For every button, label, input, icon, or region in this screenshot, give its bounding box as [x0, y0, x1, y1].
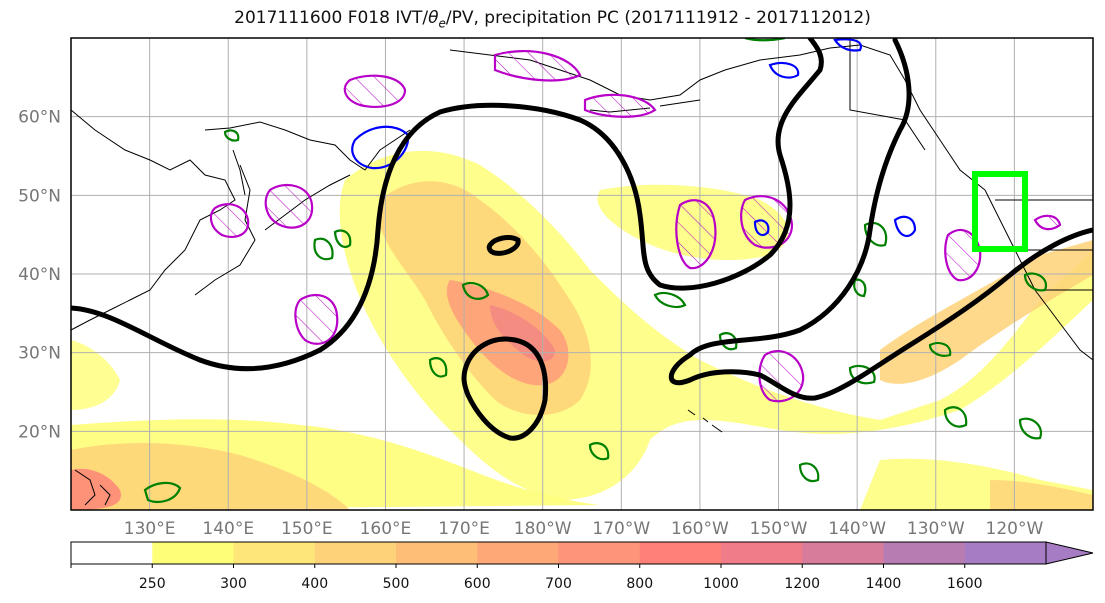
colorbar-tick-label: 300 [220, 576, 247, 592]
ivt-band-peak [490, 305, 555, 362]
green-contour [943, 406, 968, 428]
green-contour [848, 364, 876, 385]
lon-tick-label: 130°W [907, 519, 965, 539]
colorbar-segment [639, 542, 722, 564]
japan-coastline [194, 164, 256, 296]
pv-contour [1033, 214, 1062, 231]
theta-e-contour-main [71, 38, 824, 372]
pv-contour [209, 203, 250, 238]
colorbar-tick-label: 600 [464, 576, 491, 592]
theta-e-small-contour [486, 235, 521, 256]
lon-tick-label: 130°E [124, 519, 176, 539]
lon-tick-label: 140°E [202, 519, 254, 539]
theta-e-closed-contour [461, 336, 549, 441]
pv-contour [675, 199, 717, 270]
north-america-coastline [984, 189, 1093, 361]
lat-tick-label: 40°N [18, 265, 61, 285]
colorbar: 250 300 400 500 600 700 800 1000 1200 1400 1600 [70, 541, 1094, 592]
theta-e-contour-east [668, 38, 1093, 401]
blue-contour [768, 61, 800, 79]
colorbar-tick-label: 400 [301, 576, 328, 592]
blue-contour [753, 219, 770, 236]
colorbar-segment [964, 542, 1047, 564]
colorbar-tick-label: 1000 [703, 576, 739, 592]
colorbar-tick-label: 500 [383, 576, 410, 592]
colorbar-tick-label: 800 [626, 576, 653, 592]
ivt-tropical-core [71, 443, 350, 510]
colorbar-tick-label: 1400 [866, 576, 902, 592]
colorbar-tick-label: 250 [139, 576, 166, 592]
blue-contour [893, 215, 917, 238]
lat-tick-label: 30°N [18, 344, 61, 364]
lon-tick-label: 150°W [750, 519, 808, 539]
green-contour [143, 481, 182, 504]
green-contour [853, 278, 867, 298]
green-contour [653, 291, 687, 309]
philippines-coastline [74, 469, 111, 506]
lat-tick-label: 50°N [18, 186, 61, 206]
lon-tick-label: 160°E [360, 519, 412, 539]
green-contour [313, 237, 334, 261]
lon-tick-label: 180°W [514, 519, 572, 539]
theta-e-contours [71, 38, 1093, 441]
ivt-philippines-max [71, 468, 121, 510]
latitude-labels: 60°N 50°N 40°N 30°N 20°N [18, 108, 61, 443]
pv-contour [264, 183, 314, 229]
colorbar-segment [152, 542, 234, 564]
pv-contour [493, 50, 582, 82]
green-contour [798, 462, 820, 483]
colorbar-segment [396, 542, 478, 564]
colorbar-segment [477, 542, 559, 564]
hawaii-islands [687, 409, 723, 433]
lon-tick-label: 140°W [828, 519, 886, 539]
colorbar-segment [802, 542, 884, 564]
lon-tick-label: 150°E [281, 519, 333, 539]
grid-lines [71, 38, 1093, 510]
lon-tick-label: 160°W [671, 519, 729, 539]
lon-tick-label: 170°W [592, 519, 650, 539]
blue-contour [833, 38, 863, 52]
pv-contour [294, 293, 339, 345]
longitude-labels: 130°E 140°E 150°E 160°E 170°E 180°W 170°W 160°W… [124, 519, 1044, 539]
colorbar-extend-arrow [1045, 541, 1094, 565]
ivt-east-tropics-core [990, 480, 1093, 510]
pv-contour [944, 228, 982, 282]
kamchatka-coastline [204, 121, 411, 171]
blue-contours [351, 38, 917, 238]
lon-tick-label: 170°E [438, 519, 490, 539]
colorbar-segment [233, 542, 316, 564]
blue-contour [351, 125, 410, 170]
green-contour [1018, 417, 1043, 440]
green-contour [928, 341, 952, 357]
colorbar-tick-label: 700 [545, 576, 572, 592]
pv-contour [758, 349, 805, 403]
target-region-box [972, 171, 1028, 252]
lat-tick-label: 20°N [18, 422, 61, 442]
lat-tick-label: 60°N [18, 108, 61, 128]
map-title: 2017111600 F018 IVT/θe/PV, precipitation… [234, 8, 871, 31]
us-borders [849, 40, 1093, 291]
colorbar-segment [71, 542, 153, 564]
map-frame [70, 37, 1094, 511]
sakhalin-coastline [232, 149, 246, 196]
colorbar-segment [883, 542, 966, 564]
green-contour [333, 229, 352, 248]
colorbar-tick-label: 1600 [947, 576, 983, 592]
pv-contour [583, 93, 657, 118]
lon-tick-label: 120°W [986, 519, 1044, 539]
green-contour [428, 357, 448, 378]
green-contour [588, 442, 610, 461]
colorbar-segment [314, 542, 397, 564]
green-contour [1023, 272, 1048, 292]
green-contour [461, 281, 490, 300]
pv-contours [209, 50, 1062, 403]
pv-contour [343, 74, 407, 108]
colorbar-segment [558, 542, 641, 564]
colorbar-segment [721, 542, 803, 564]
colorbar-tick-label: 1200 [784, 576, 820, 592]
green-contour [223, 129, 240, 142]
ivt-west-edge [71, 340, 120, 410]
